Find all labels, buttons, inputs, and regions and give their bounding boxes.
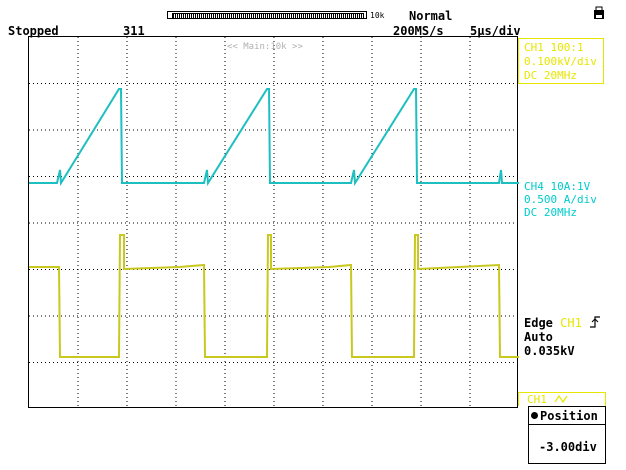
save-icon[interactable] — [592, 6, 606, 20]
ch1-coupling: DC 20MHz — [524, 69, 577, 82]
ch1-settings-panel[interactable]: CH1 100:1 0.100kV/div DC 20MHz — [518, 38, 604, 84]
trigger-source: CH1 — [560, 316, 582, 330]
record-length: 10k — [370, 11, 385, 20]
timebase: 5μs/div — [470, 24, 521, 38]
record-bar-fill — [172, 13, 364, 19]
graticule — [29, 37, 519, 409]
ch4-probe: CH4 10A:1V — [524, 180, 591, 193]
record-position-bar[interactable] — [167, 11, 367, 19]
ch4-scale: 0.500 A/div — [524, 193, 597, 206]
ch1-scale: 0.100kV/div — [524, 55, 597, 68]
position-value[interactable]: -3.00div — [539, 440, 597, 454]
ch4-settings-panel[interactable]: CH4 10A:1V 0.500 A/div DC 20MHz — [524, 180, 597, 219]
waveform-display[interactable]: << Main:10k >> — [28, 36, 519, 409]
trigger-level: 0.035kV — [524, 344, 575, 358]
acquisition-count: 311 — [123, 24, 145, 38]
acquisition-status: Stopped — [8, 24, 59, 38]
ch1-waveform — [29, 88, 519, 187]
position-tab[interactable]: CH1 — [518, 392, 606, 406]
ch1-probe: CH1 100:1 — [524, 41, 584, 54]
trigger-mode-auto: Auto — [524, 330, 553, 344]
position-menu[interactable]: Position -3.00div — [528, 406, 606, 464]
ch4-waveform — [29, 234, 519, 358]
position-divider — [529, 424, 605, 425]
trigger-mode: Normal — [409, 9, 453, 23]
trigger-type: Edge — [524, 316, 553, 330]
ch4-coupling: DC 20MHz — [524, 206, 577, 219]
position-label: Position — [531, 409, 598, 423]
position-tab-channel: CH1 — [527, 393, 547, 406]
sample-rate: 200MS/s — [393, 24, 444, 38]
rising-edge-icon — [590, 316, 601, 328]
waveform-icon — [554, 394, 567, 404]
zoom-label: << Main:10k >> — [227, 42, 303, 52]
trigger-panel[interactable]: Edge CH1 Auto 0.035kV — [524, 316, 601, 358]
